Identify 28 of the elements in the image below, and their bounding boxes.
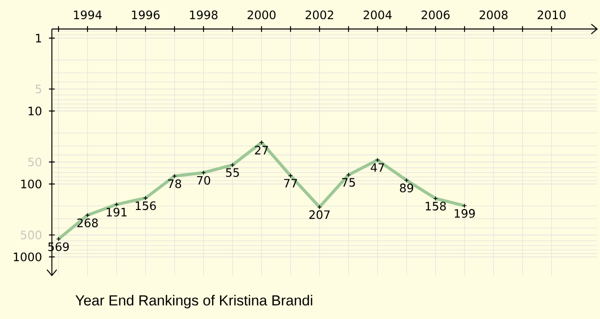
data-label: 70: [197, 176, 210, 185]
x-tick-label: 2000: [248, 10, 276, 20]
data-label: 77: [284, 178, 297, 188]
data-label: 55: [226, 168, 239, 177]
data-label: 89: [400, 184, 414, 192]
y-tick-label: 1: [36, 34, 42, 42]
data-label: 268: [77, 218, 98, 228]
data-label: 75: [342, 178, 355, 187]
x-tick-label: 1998: [190, 10, 218, 20]
x-tick-label: 1994: [74, 10, 102, 20]
data-label: 191: [106, 208, 127, 217]
text: Year End Rankings of Kristina Brandi: [75, 294, 312, 308]
x-tick-label: 2010: [538, 10, 566, 20]
y-tick-label: 100: [21, 180, 42, 188]
data-label: 199: [454, 209, 475, 218]
data-label: 207: [309, 210, 330, 220]
y-tick-label: 1000: [14, 252, 42, 262]
data-label: 78: [168, 179, 182, 188]
x-tick-label: 2006: [422, 10, 450, 20]
data-label: 27: [255, 146, 268, 154]
x-tick-label: 2004: [364, 10, 392, 20]
x-tick-label: 2002: [306, 10, 334, 20]
data-label: 47: [370, 163, 384, 172]
x-tick-label: 1996: [132, 10, 160, 20]
x-tick-label: 2008: [480, 10, 508, 20]
y-tick-label: 10: [28, 106, 42, 116]
data-label: 158: [426, 202, 446, 210]
data-label: 156: [136, 201, 156, 210]
